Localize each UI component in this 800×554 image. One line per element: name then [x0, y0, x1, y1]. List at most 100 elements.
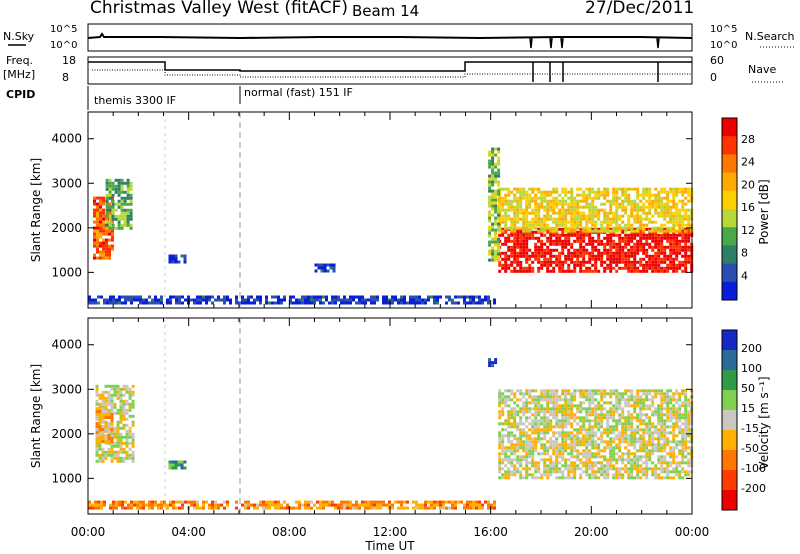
- station-title: Christmas Valley West (fitACF): [90, 0, 348, 18]
- velocity-region-3: [498, 389, 694, 480]
- velocity-y-axis: 1000 2000 3000 4000: [51, 318, 693, 514]
- power-colorbar-tick-0: 28: [741, 133, 755, 146]
- velocity-ytick-label-1: 2000: [51, 427, 82, 441]
- time-tick-label-5: 20:00: [574, 525, 609, 539]
- freq-panel: Freq. [MHz] 18 8 60 0 Nave: [3, 54, 785, 85]
- velocity-ytick-label-3: 4000: [51, 338, 82, 352]
- cpid-segment-themis: themis 3300 IF: [94, 94, 176, 107]
- power-colorbar-swatch-9: [722, 281, 737, 301]
- power-ytick-label-1: 2000: [51, 221, 82, 235]
- velocity-heatmap: [88, 358, 694, 510]
- power-colorbar-tick-4: 12: [741, 224, 755, 237]
- velocity-region-0: [95, 384, 135, 463]
- velocity-colorbar-swatch-0: [722, 330, 737, 351]
- velocity-colorbar-tick-6: -100: [741, 462, 766, 475]
- nsearch-label: N.Search: [745, 30, 795, 43]
- freq-label-1: Freq.: [6, 54, 33, 67]
- freq-tick-top: 18: [62, 54, 76, 67]
- power-region-7: [314, 263, 336, 273]
- freq-tick-bottom: 8: [62, 71, 69, 84]
- nave-trace: [92, 69, 692, 78]
- velocity-region-2: [88, 500, 496, 510]
- beam-label: Beam 14: [352, 2, 419, 20]
- time-axis-label: Time UT: [364, 539, 415, 553]
- nave-label: Nave: [748, 63, 776, 76]
- velocity-colorbar-swatch-7: [722, 470, 737, 491]
- velocity-colorbar: 200 100 50 15 -15 -50 -100 -200: [721, 329, 766, 511]
- power-ytick-label-3: 4000: [51, 132, 82, 146]
- power-colorbar-swatch-7: [722, 245, 737, 265]
- nave-tick-top: 60: [710, 54, 724, 67]
- power-colorbar-tick-1: 24: [741, 156, 755, 169]
- velocity-ytick-label-0: 1000: [51, 471, 82, 485]
- power-colorbar: 28 24 20 16 12 8 4: [721, 117, 755, 301]
- power-colorbar-swatch-1: [722, 136, 737, 155]
- time-tick-label-2: 08:00: [272, 525, 307, 539]
- nave-tick-bottom: 0: [710, 71, 717, 84]
- velocity-colorbar-swatch-5: [722, 430, 737, 451]
- power-region-3: [498, 227, 694, 273]
- velocity-colorbar-tick-7: -200: [741, 482, 766, 495]
- cpid-panel: CPID themis 3300 IF normal (fast) 151 IF: [6, 86, 353, 110]
- nsky-panel: N.Sky 10^5 10^0 10^5 10^0 N.Search: [3, 23, 795, 52]
- velocity-colorbar-tick-1: 100: [741, 362, 762, 375]
- time-tick-label-3: 12:00: [373, 525, 408, 539]
- velocity-colorbar-swatch-1: [722, 350, 737, 371]
- power-colorbar-tick-6: 4: [741, 269, 748, 282]
- nsky-label: N.Sky: [3, 30, 35, 43]
- nsky-tick-bottom: 10^0: [50, 40, 77, 51]
- power-colorbar-label: Power [dB]: [757, 179, 771, 244]
- nsearch-tick-bottom: 10^0: [710, 40, 737, 51]
- time-tick-label-4: 16:00: [473, 525, 508, 539]
- velocity-colorbar-tick-3: 15: [741, 402, 755, 415]
- nsearch-tick-top: 10^5: [710, 24, 737, 35]
- freq-trace: [88, 61, 692, 72]
- power-colorbar-swatch-0: [722, 118, 737, 137]
- velocity-ytick-label-2: 3000: [51, 382, 82, 396]
- velocity-colorbar-swatch-8: [722, 490, 737, 511]
- power-region-5: [488, 147, 501, 262]
- velocity-region-5: [168, 460, 187, 470]
- power-ylabel: Slant Range [km]: [29, 158, 43, 262]
- power-heatmap: [88, 147, 694, 305]
- time-tick-label-0: 00:00: [71, 525, 106, 539]
- nsky-tick-top: 10^5: [50, 24, 77, 35]
- velocity-region-1: [95, 407, 114, 444]
- power-colorbar-swatch-2: [722, 154, 737, 174]
- cpid-segment-normal: normal (fast) 151 IF: [244, 86, 353, 99]
- power-y-axis: 1000 2000 3000 4000: [51, 112, 693, 308]
- velocity-colorbar-tick-0: 200: [741, 342, 762, 355]
- date-label: 27/Dec/2011: [585, 0, 694, 18]
- power-colorbar-swatch-3: [722, 172, 737, 192]
- freq-label-2: [MHz]: [3, 68, 35, 81]
- velocity-ylabel: Slant Range [km]: [29, 364, 43, 468]
- power-region-1: [105, 178, 133, 230]
- time-tick-label-1: 04:00: [171, 525, 206, 539]
- nsky-trace: [87, 32, 693, 40]
- power-region-2: [88, 295, 496, 305]
- power-colorbar-swatch-5: [722, 209, 737, 228]
- cpid-label: CPID: [6, 88, 35, 101]
- velocity-colorbar-tick-5: -50: [741, 442, 759, 455]
- power-ytick-label-2: 3000: [51, 176, 82, 190]
- power-colorbar-swatch-4: [722, 190, 737, 210]
- nsearch-trace: [529, 37, 660, 49]
- power-colorbar-tick-5: 8: [741, 247, 748, 260]
- power-ytick-label-0: 1000: [51, 265, 82, 279]
- velocity-colorbar-tick-4: -15: [741, 422, 759, 435]
- velocity-panel: 1000 2000 3000 4000 Slant Range [km]: [29, 317, 694, 515]
- power-colorbar-tick-2: 20: [741, 178, 755, 191]
- time-tick-label-6: 00:00: [675, 525, 710, 539]
- power-colorbar-swatch-8: [722, 263, 737, 283]
- velocity-colorbar-swatch-2: [722, 370, 737, 391]
- power-panel: 1000 2000 3000 4000 Slant Range [km]: [29, 111, 694, 309]
- time-axis: 00:00 04:00 08:00 12:00 16:00 20:00 00:00: [71, 525, 710, 539]
- power-region-4: [498, 187, 694, 233]
- velocity-colorbar-tick-2: 50: [741, 382, 755, 395]
- velocity-colorbar-swatch-6: [722, 450, 737, 471]
- power-region-6: [168, 254, 187, 264]
- velocity-colorbar-swatch-4: [722, 410, 737, 431]
- power-colorbar-swatch-6: [722, 227, 737, 246]
- velocity-colorbar-swatch-3: [722, 390, 737, 411]
